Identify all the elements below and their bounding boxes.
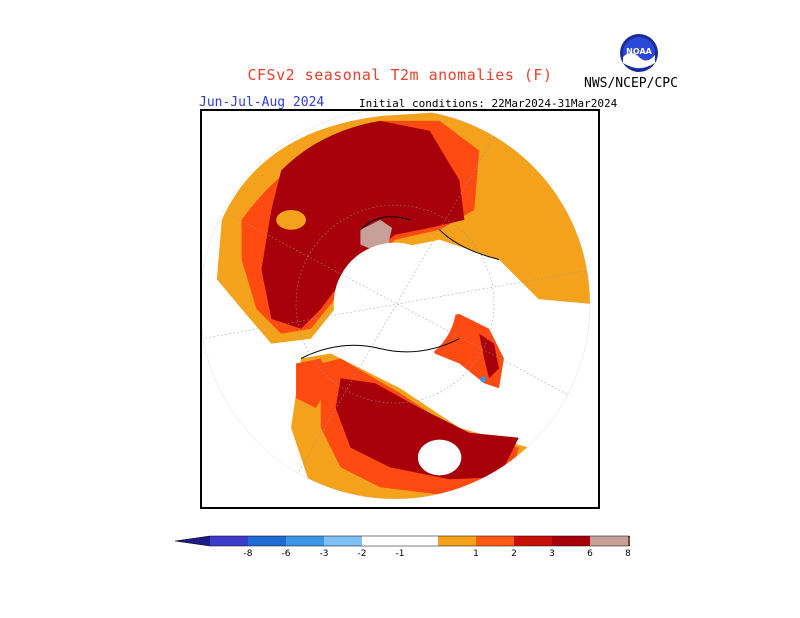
arctic-ocean: [333, 242, 457, 366]
season-label: Jun-Jul-Aug 2024: [199, 95, 325, 110]
logo-text: NOAA: [626, 47, 652, 56]
colorbar-tick-label: -2: [358, 549, 367, 559]
colorbar-swatch: [210, 536, 248, 546]
colorbar-swatch: [324, 536, 362, 546]
colorbar-tick-label: -3: [320, 549, 329, 559]
colorbar-tick-label: 3: [549, 549, 555, 559]
colorbar-arrow-low: [175, 536, 210, 546]
agency-label: NWS/NCEP/CPC: [584, 76, 678, 91]
initial-conditions-label: Initial conditions: 22Mar2024-31Mar2024: [359, 97, 618, 110]
graticule-line: [202, 199, 591, 409]
anomaly-region-greenland-blue: [480, 376, 487, 383]
colorbar-swatch: [248, 536, 286, 546]
anomaly-region-scandinavia: [469, 224, 559, 270]
anomaly-region-alaska: [296, 358, 331, 408]
hudson-bay: [417, 439, 462, 476]
colorbar-tick-label: 1: [473, 549, 479, 559]
colorbar-swatch: [400, 536, 438, 546]
polar-map-svg: [202, 111, 591, 500]
colorbar-tick-label: -6: [282, 549, 291, 559]
colorbar-swatch: [514, 536, 552, 546]
colorbar-swatch: [590, 536, 628, 546]
chart-title: CFSv2 seasonal T2m anomalies (F): [247, 66, 553, 84]
colorbar-outline: [174, 535, 630, 547]
anomaly-region-europe-orange: [276, 210, 306, 230]
graticule-line: [202, 269, 591, 339]
coastline: [300, 216, 500, 359]
anomaly-region-eurasia-darkred: [261, 120, 465, 329]
colorbar-swatch: [476, 536, 514, 546]
anomaly-region-greenland-darkred: [479, 333, 499, 379]
colorbar-swatch: [286, 536, 324, 546]
colorbar-tick-label: -1: [396, 549, 405, 559]
colorbar-arrow-high: [628, 536, 630, 546]
anomaly-map: [200, 109, 600, 509]
colorbar-swatch: [362, 536, 400, 546]
graticule-line: [280, 111, 510, 500]
colorbar-swatch: [552, 536, 590, 546]
colorbar-tick-label: 8: [625, 549, 630, 559]
colorbar-tick-label: 2: [511, 549, 517, 559]
colorbar-tick-label: 6: [587, 549, 593, 559]
colorbar-swatch: [438, 536, 476, 546]
colorbar-tick-label: -8: [244, 549, 253, 559]
colorbar: -8 -6 -3 -2 -1 1 2 3 6 8: [174, 535, 630, 559]
anomaly-region-siberia-pink: [360, 219, 393, 250]
noaa-logo: NOAA: [620, 34, 658, 72]
anomaly-region-northamerica-darkred: [335, 378, 519, 480]
